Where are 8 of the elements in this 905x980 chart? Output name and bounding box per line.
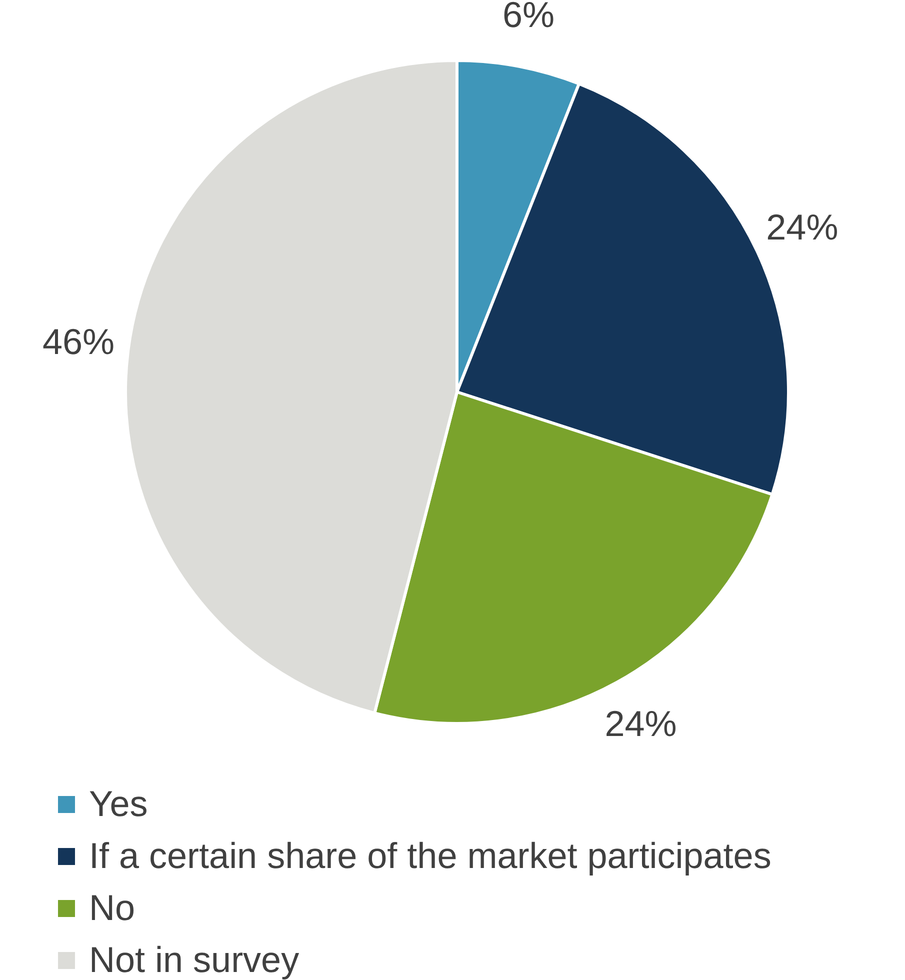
- data-label: 24%: [604, 703, 677, 744]
- data-label: 6%: [502, 0, 554, 36]
- data-label: 46%: [42, 321, 115, 362]
- legend-label: Not in survey: [89, 939, 300, 980]
- data-label: 24%: [766, 206, 838, 248]
- legend-label: No: [89, 887, 136, 929]
- legend-label: If a certain share of the market participates: [89, 835, 772, 877]
- legend-label: Yes: [89, 783, 148, 825]
